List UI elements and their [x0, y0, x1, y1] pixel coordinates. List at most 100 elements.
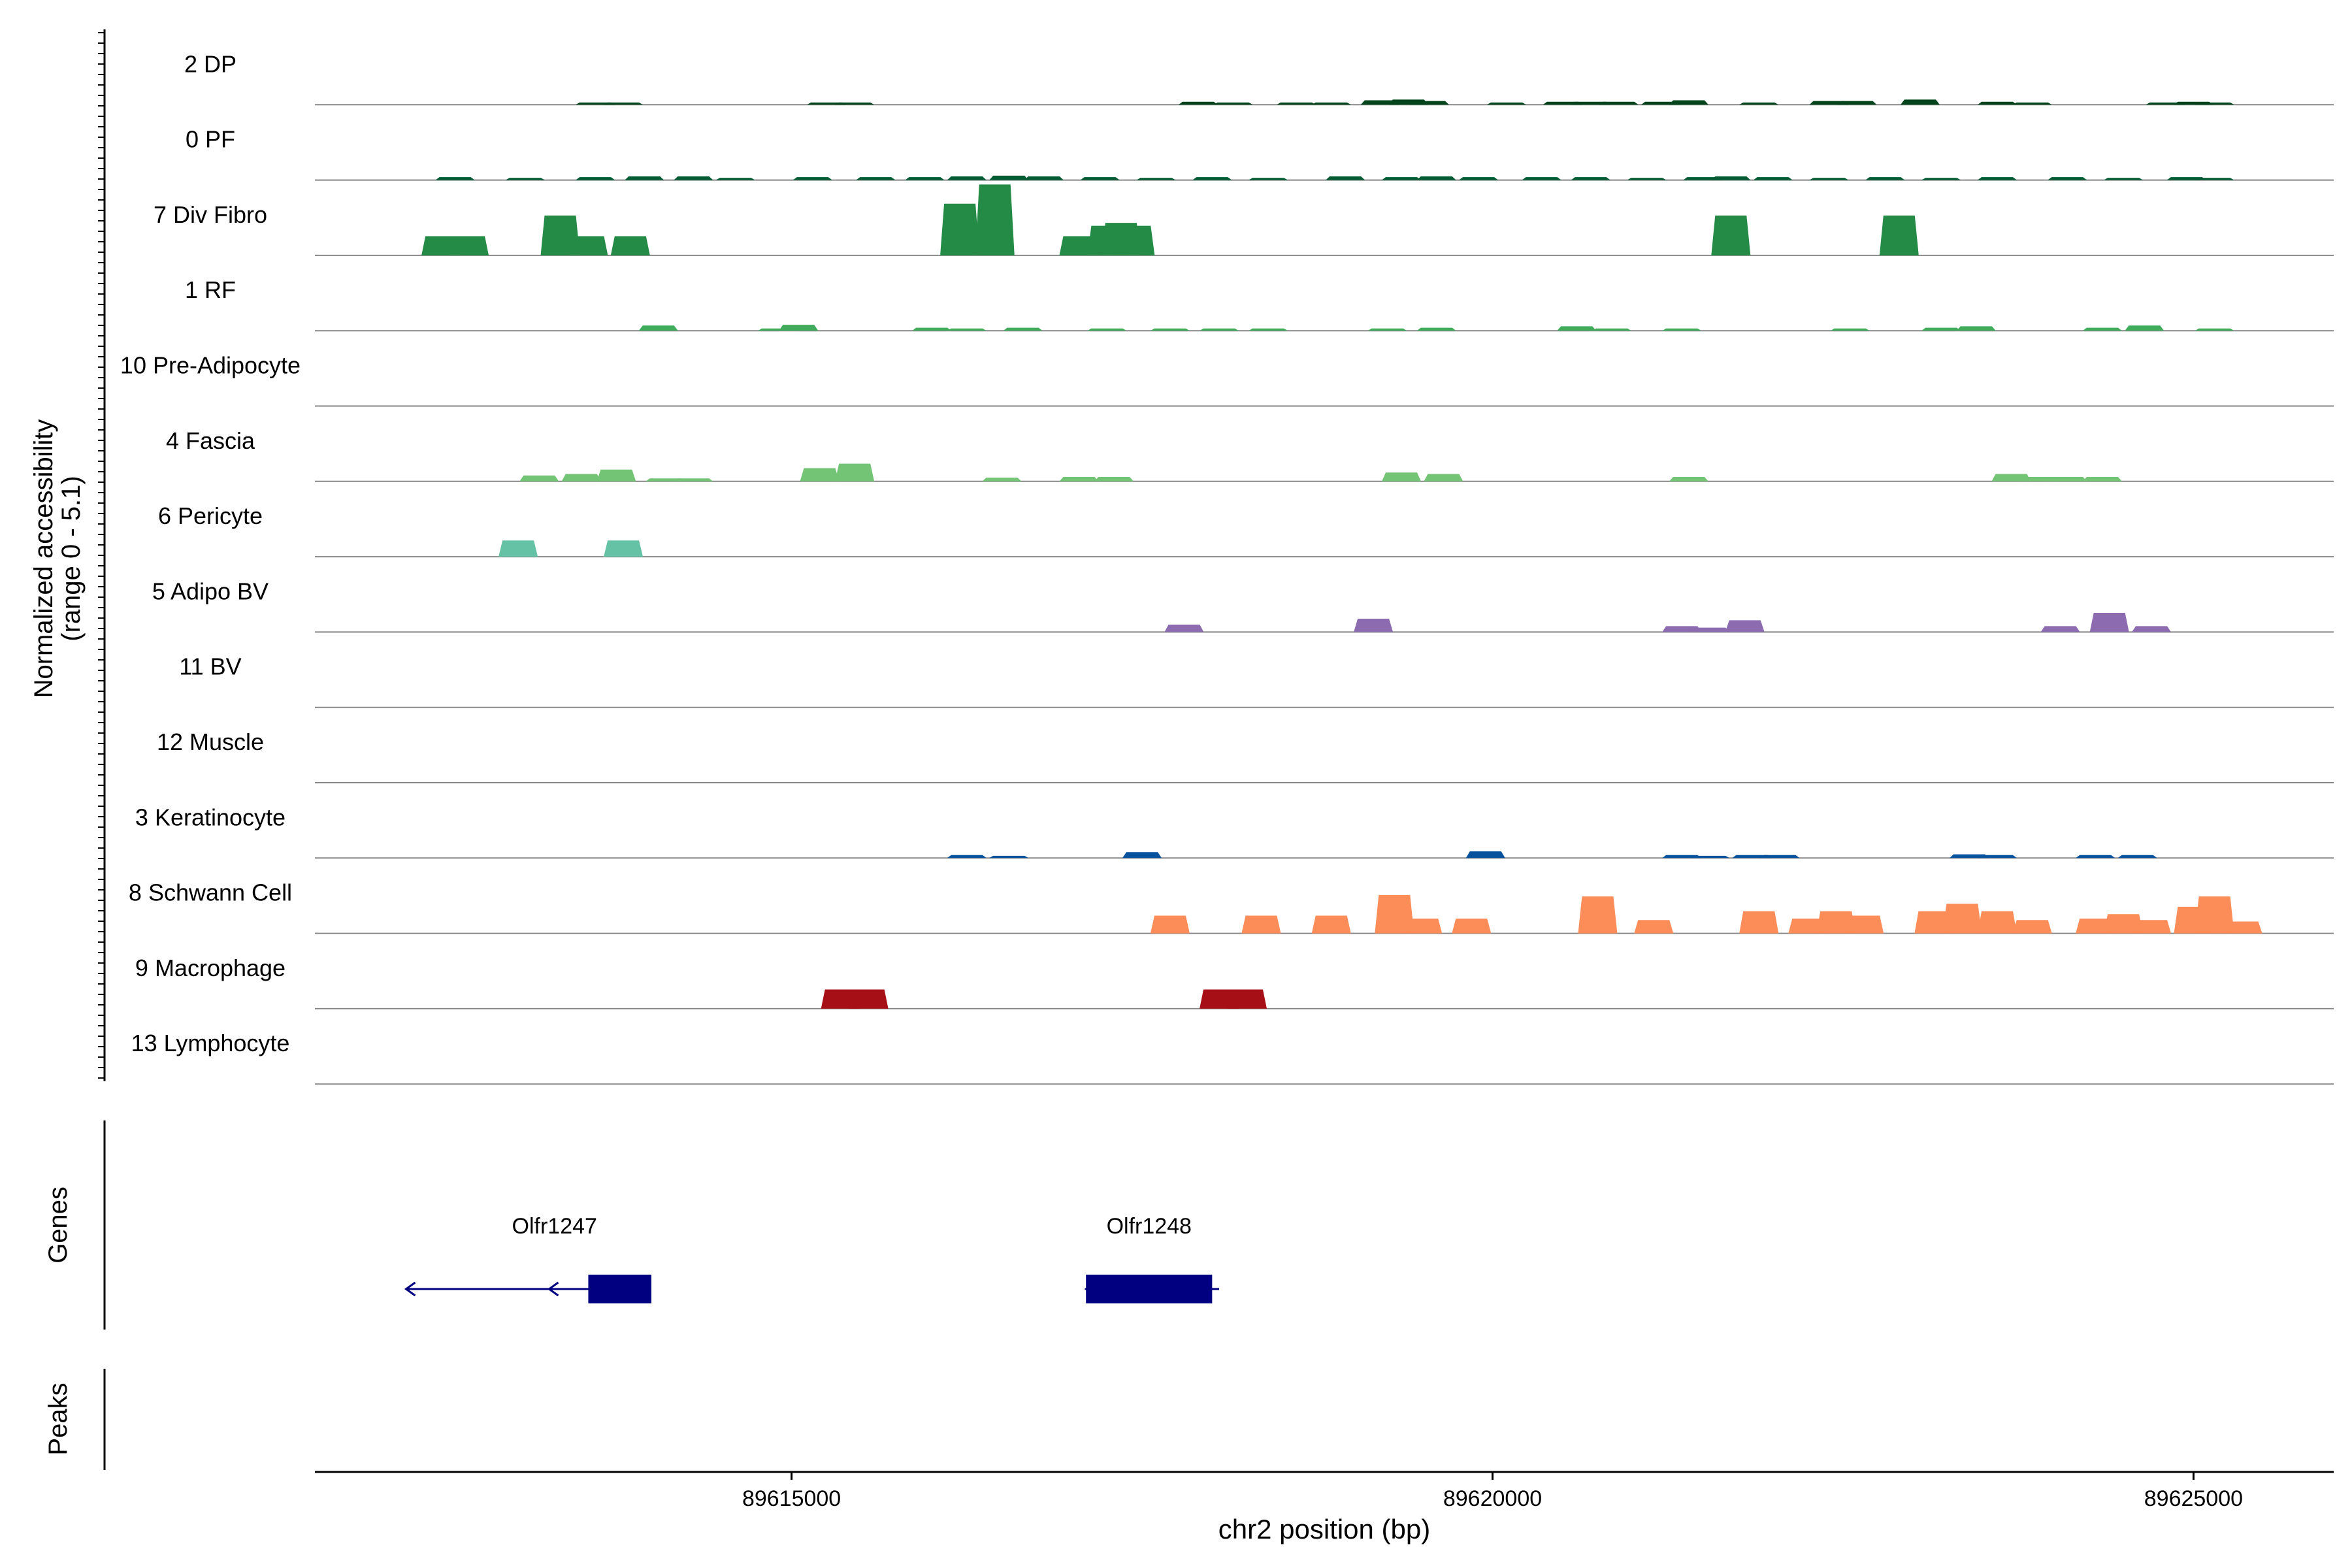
gene-label: Olfr1248	[1107, 1214, 1192, 1239]
track: 4 Fascia	[166, 427, 2334, 482]
coverage-peak	[779, 325, 819, 331]
coverage-peak	[1311, 915, 1351, 934]
coverage-peak	[2082, 327, 2122, 331]
coverage-peak	[1865, 177, 1905, 180]
coverage-peak	[2132, 920, 2172, 934]
y-axis-spines	[98, 29, 106, 1470]
y-axis-range: (range 0 - 5.1)	[57, 476, 86, 641]
coverage-peak	[1227, 989, 1267, 1009]
coverage-peak	[2195, 328, 2234, 331]
coverage-peak	[519, 475, 559, 482]
coverage-peak	[1311, 102, 1351, 105]
coverage-peak	[1024, 176, 1064, 180]
coverage-peak	[2125, 325, 2164, 331]
coverage-peak	[2048, 477, 2087, 482]
coverage-peak	[1978, 911, 2017, 934]
track: 8 Schwann Cell	[129, 879, 2334, 934]
coverage-peak	[1367, 328, 1407, 331]
coverage-peak	[2012, 102, 2052, 105]
coverage-peak	[1879, 215, 1919, 255]
coverage-peak	[1690, 855, 1730, 858]
track: 1 RF	[185, 276, 2334, 332]
x-tick-label: 89620000	[1443, 1486, 1542, 1511]
coverage-peak	[625, 176, 664, 180]
coverage-peak	[849, 989, 889, 1009]
coverage-peak	[835, 463, 875, 482]
coverage-peak	[1942, 904, 1982, 934]
coverage-peak	[576, 177, 615, 180]
coverage-peak	[1809, 178, 1849, 180]
coverage-peak	[1136, 178, 1176, 180]
x-axis-ticks: 89615000 89620000 89625000	[742, 1472, 2243, 1511]
coverage-peak	[1452, 918, 1492, 934]
coverage-peak	[540, 215, 580, 255]
coverage-peak	[1599, 101, 1639, 105]
coverage-peak	[1753, 177, 1793, 180]
coverage-peak	[982, 478, 1022, 482]
gene: Olfr1247	[404, 1214, 651, 1303]
coverage-peak	[498, 540, 538, 557]
coverage-peak	[674, 478, 713, 482]
coverage-peak	[1416, 176, 1456, 180]
coverage-peak	[1178, 101, 1218, 105]
coverage-peak	[1213, 102, 1253, 105]
track-label: 12 Muscle	[157, 728, 264, 755]
coverage-peak	[1087, 328, 1127, 331]
x-axis: 89615000 89620000 89625000 chr2 position (…	[315, 1471, 2334, 1544]
coverage-peak	[1354, 619, 1394, 632]
coverage-peak	[947, 328, 987, 331]
coverage-peak	[1150, 328, 1190, 331]
coverage-peak	[435, 177, 475, 180]
coverage-peak	[1416, 327, 1456, 331]
coverage-peak	[1375, 894, 1414, 934]
peaks-panel-label: Peaks	[44, 1382, 73, 1455]
coverage-peak	[1711, 176, 1751, 180]
coverage-peak	[1669, 477, 1708, 482]
track-label: 2 DP	[184, 50, 237, 77]
coverage-peak	[1122, 852, 1162, 858]
x-tick-label: 89625000	[2144, 1486, 2243, 1511]
track: 11 BV	[179, 653, 2334, 708]
coverage-peak	[2223, 921, 2262, 934]
coverage-peak	[2104, 178, 2144, 180]
track-label: 1 RF	[185, 276, 236, 303]
coverage-peak	[1465, 851, 1505, 858]
exon	[588, 1275, 651, 1303]
coverage-peak	[2076, 855, 2115, 858]
coverage-peak	[1277, 102, 1316, 105]
coverage-peak	[1760, 855, 1800, 858]
coverage-peak	[912, 327, 952, 331]
coverage-peak	[1486, 102, 1526, 105]
coverage-peak	[1690, 627, 1730, 632]
coverage-peak	[1241, 915, 1281, 934]
coverage-peak	[1830, 328, 1870, 331]
coverage-peak	[561, 474, 601, 482]
coverage-peak	[1991, 474, 2031, 482]
coverage-peak	[1711, 215, 1751, 255]
coverage-peak	[1249, 328, 1288, 331]
coverage-peak	[1921, 327, 1961, 331]
coverage-peak	[674, 176, 713, 180]
coverage-peak	[2104, 914, 2144, 934]
coverage-peak	[1921, 178, 1961, 180]
coverage-peak	[1459, 177, 1499, 180]
coverage-peak	[1627, 178, 1667, 180]
track-label: 6 Pericyte	[158, 502, 263, 529]
coverage-peak	[2132, 626, 2172, 632]
strand-arrow	[404, 1281, 416, 1297]
coverage-peak	[1837, 101, 1877, 105]
track-label: 13 Lymphocyte	[131, 1030, 290, 1056]
coverage-peak	[1571, 177, 1610, 180]
coverage-peak	[1249, 178, 1288, 180]
track: 10 Pre-Adipocyte	[120, 352, 2334, 407]
track-label: 8 Schwann Cell	[129, 879, 292, 906]
coverage-peak	[1956, 326, 1996, 331]
coverage-peak	[2195, 896, 2234, 934]
track: 13 Lymphocyte	[131, 1030, 2334, 1085]
coverage-peak	[1192, 177, 1232, 180]
strand-arrow	[547, 1281, 559, 1297]
coverage-peak	[1739, 911, 1779, 934]
coverage-peak	[604, 102, 644, 105]
coverage-peak	[905, 177, 945, 180]
